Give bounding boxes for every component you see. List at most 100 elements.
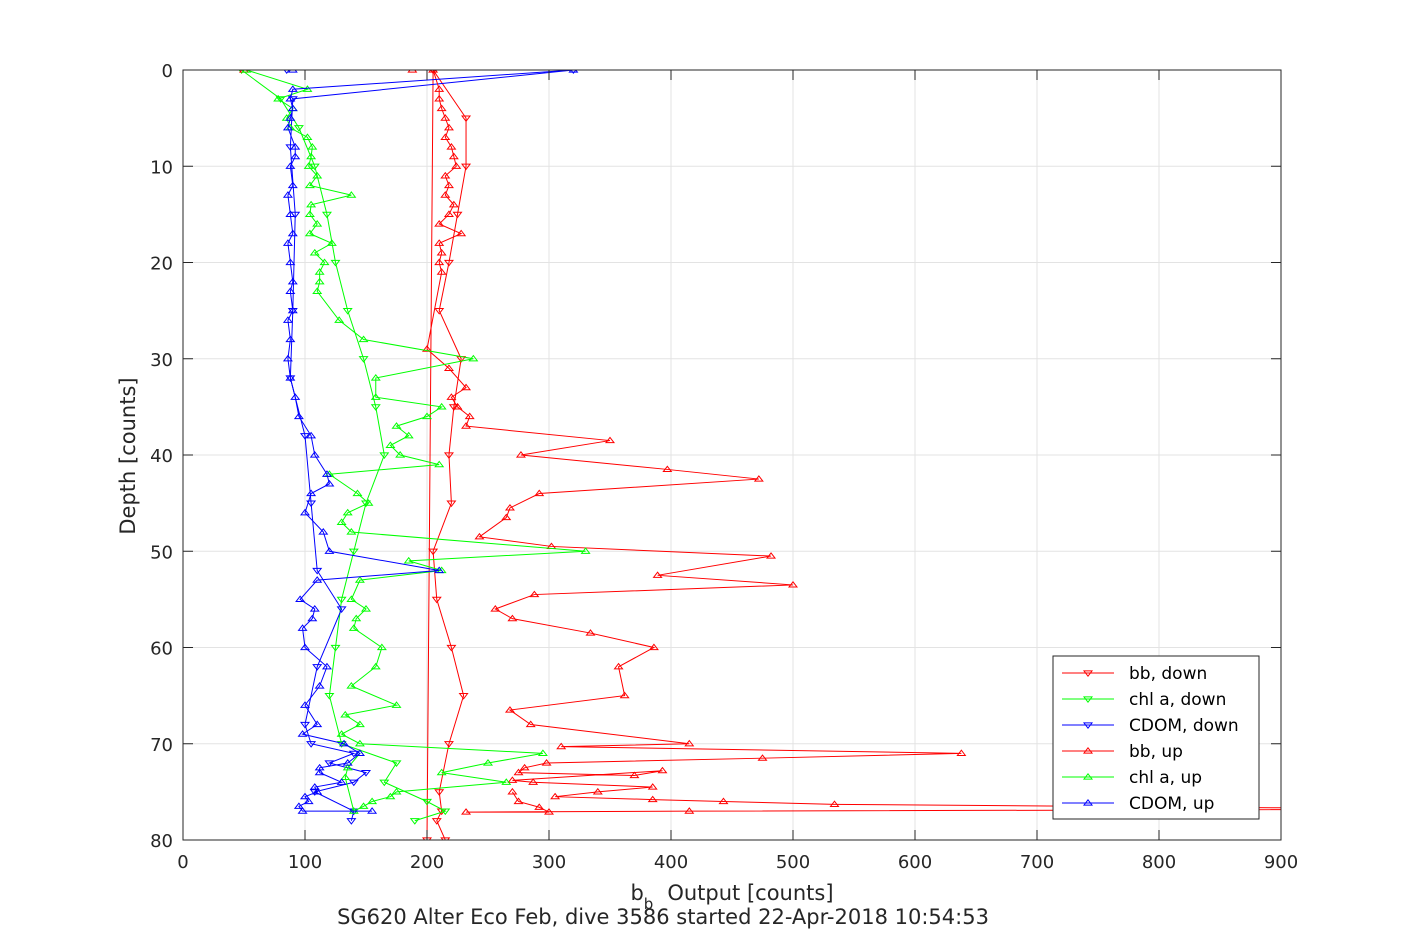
data-point (360, 605, 372, 612)
data-point (290, 152, 301, 160)
data-point (436, 104, 447, 112)
data-point (324, 547, 335, 554)
data-point (537, 749, 548, 756)
data-point (299, 433, 311, 440)
data-point (336, 596, 347, 604)
legend-label: bb, down (1129, 664, 1207, 684)
data-point (352, 489, 363, 497)
x-axis-label: bb Output [counts] (630, 881, 833, 913)
data-point (440, 808, 451, 816)
data-point (358, 335, 369, 343)
data-point (285, 258, 296, 266)
data-point (431, 596, 442, 604)
legend-swatch-marker (1082, 696, 1094, 703)
series-line (246, 70, 586, 812)
data-point (282, 239, 293, 246)
y-axis-label: Depth [counts] (116, 377, 140, 534)
data-point (306, 152, 317, 160)
y-tick-label: 80 (150, 831, 173, 852)
data-point (312, 787, 323, 795)
data-point (446, 143, 457, 150)
data-point (293, 802, 304, 809)
data-point (348, 807, 359, 814)
data-point (285, 210, 296, 217)
data-point (285, 287, 296, 294)
legend-box (1052, 655, 1260, 820)
data-point (360, 770, 372, 777)
data-point (443, 181, 454, 189)
data-point (309, 248, 320, 256)
data-point (348, 624, 359, 631)
data-point (434, 566, 445, 574)
data-point (440, 837, 451, 840)
data-point (354, 720, 365, 728)
data-point (339, 739, 350, 747)
y-tick-label: 20 (150, 254, 173, 275)
data-point (391, 701, 402, 708)
series-line (286, 70, 574, 821)
data-point (482, 759, 494, 766)
data-point (290, 393, 301, 400)
data-point (379, 779, 390, 787)
data-point (474, 532, 485, 540)
series-cdom-up (282, 70, 579, 814)
data-point (346, 682, 357, 689)
data-point (342, 508, 353, 516)
data-point (440, 133, 451, 140)
data-point (534, 803, 545, 810)
data-point (385, 792, 396, 800)
data-point (461, 163, 472, 171)
data-point (448, 152, 459, 160)
legend-item: CDOM, up (1062, 794, 1214, 814)
data-point (324, 479, 335, 487)
data-point (556, 742, 567, 750)
data-point (306, 489, 317, 497)
data-point (434, 94, 445, 102)
data-point (448, 404, 459, 411)
x-tick-label: 600 (898, 852, 932, 873)
data-point (287, 181, 298, 189)
data-point (285, 335, 296, 343)
data-point (358, 356, 369, 363)
data-point (309, 451, 320, 458)
data-point (604, 436, 616, 444)
legend-label: bb, up (1129, 742, 1183, 762)
data-point (306, 200, 317, 208)
data-point (718, 797, 729, 805)
chart-caption: SG620 Alter Eco Feb, dive 3586 started 2… (337, 905, 989, 929)
data-point (753, 475, 764, 482)
data-point (662, 465, 673, 473)
data-point (299, 721, 311, 729)
data-point (326, 239, 337, 246)
data-point (299, 792, 311, 800)
data-point (293, 412, 304, 420)
data-point (403, 556, 414, 564)
data-point (293, 125, 304, 132)
data-point (829, 800, 840, 807)
data-point (534, 489, 545, 497)
data-point (282, 123, 293, 131)
data-point (428, 70, 439, 73)
legend-label: CDOM, down (1129, 716, 1239, 736)
data-point (451, 162, 462, 169)
data-point (529, 590, 540, 598)
data-point (436, 268, 447, 275)
data-point (285, 94, 296, 102)
data-point (490, 605, 501, 612)
data-point (273, 94, 284, 102)
y-tick-label: 40 (150, 446, 173, 467)
data-point (421, 412, 433, 420)
y-tick-label: 0 (162, 61, 173, 82)
data-point (385, 441, 396, 448)
legend-item: chl a, up (1062, 768, 1202, 788)
data-point (321, 662, 332, 670)
data-point (519, 763, 530, 771)
series-line (244, 70, 1281, 813)
data-point (334, 316, 345, 323)
legend-swatch-marker (1082, 799, 1094, 806)
data-point (370, 404, 381, 411)
data-point (430, 70, 437, 74)
data-point (330, 644, 341, 652)
data-point (528, 778, 539, 785)
